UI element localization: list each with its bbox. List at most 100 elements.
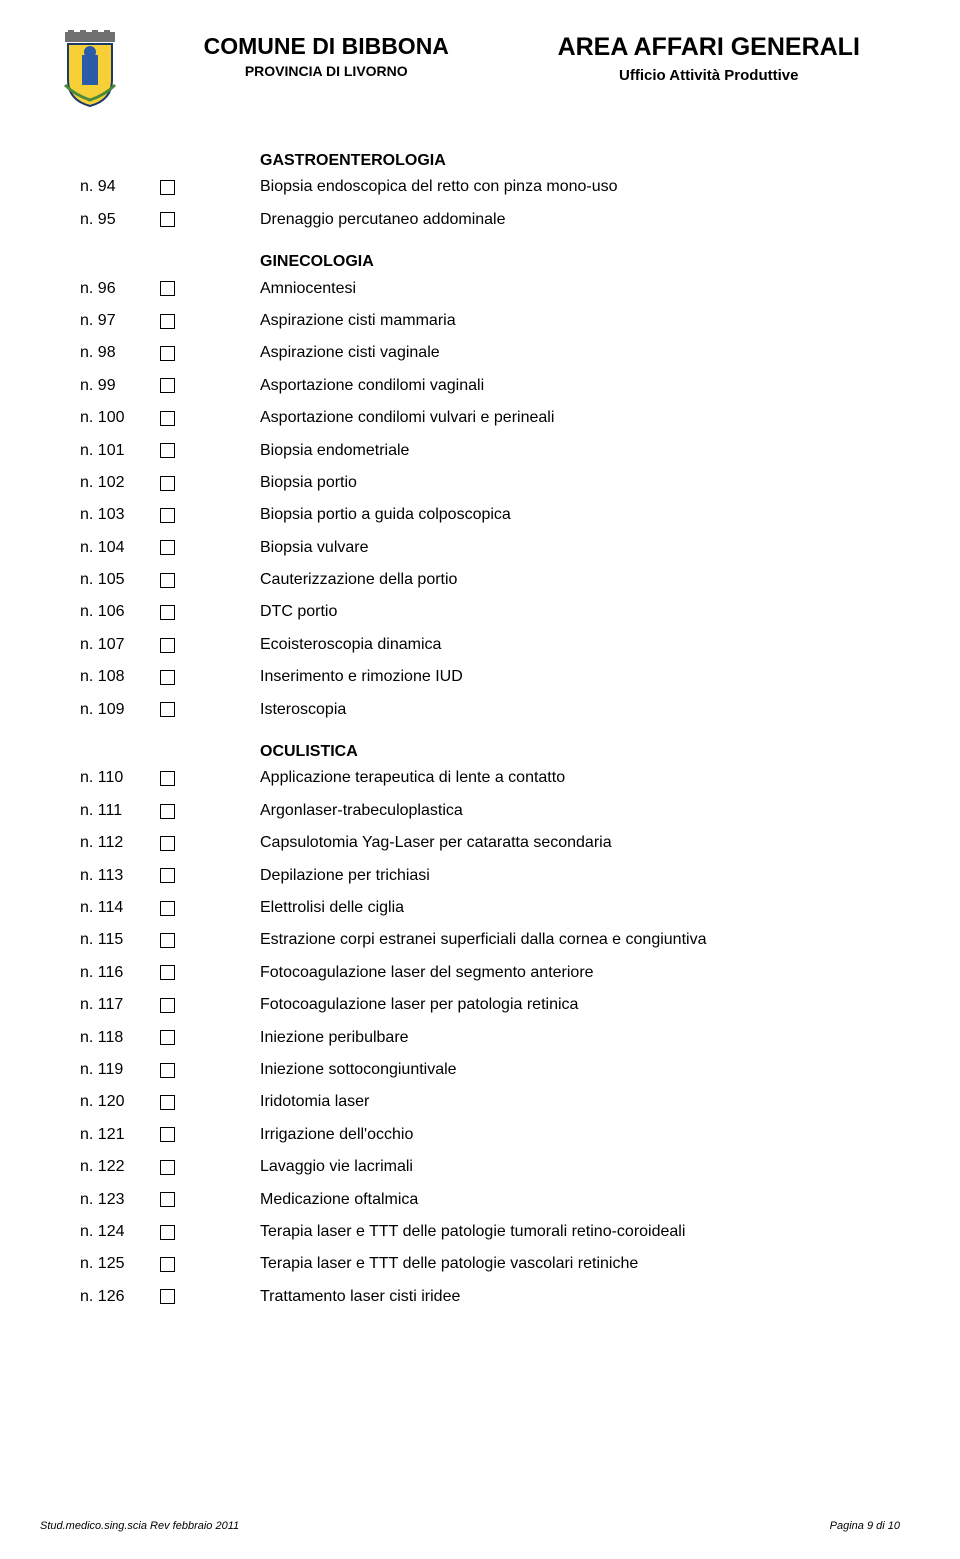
item-number: n. 94 xyxy=(80,176,160,198)
list-item: n. 109Isteroscopia xyxy=(80,699,900,721)
header-right-block: AREA AFFARI GENERALI Ufficio Attività Pr… xyxy=(518,30,901,86)
item-label: Biopsia vulvare xyxy=(260,537,369,559)
list-item: n. 94Biopsia endoscopica del retto con p… xyxy=(80,176,900,198)
item-label: Iniezione peribulbare xyxy=(260,1027,409,1049)
item-label: Applicazione terapeutica di lente a cont… xyxy=(260,767,565,789)
item-label: Trattamento laser cisti iridee xyxy=(260,1286,460,1308)
list-item: n. 102Biopsia portio xyxy=(80,472,900,494)
item-number: n. 118 xyxy=(80,1027,160,1049)
item-label: Depilazione per trichiasi xyxy=(260,865,430,887)
item-label: Terapia laser e TTT delle patologie tumo… xyxy=(260,1221,685,1243)
item-label: Inserimento e rimozione IUD xyxy=(260,666,463,688)
checkbox[interactable] xyxy=(160,901,175,916)
list-item: n. 119 Iniezione sottocongiuntivale xyxy=(80,1059,900,1081)
checkbox[interactable] xyxy=(160,804,175,819)
list-item: n. 117Fotocoagulazione laser per patolog… xyxy=(80,994,900,1016)
checkbox[interactable] xyxy=(160,212,175,227)
checkbox[interactable] xyxy=(160,670,175,685)
comune-title: COMUNE DI BIBBONA xyxy=(135,30,518,62)
checkbox[interactable] xyxy=(160,1257,175,1272)
item-label: Fotocoagulazione laser del segmento ante… xyxy=(260,962,594,984)
list-item: n. 122Lavaggio vie lacrimali xyxy=(80,1156,900,1178)
item-number: n. 110 xyxy=(80,767,160,789)
checkbox[interactable] xyxy=(160,540,175,555)
checkbox[interactable] xyxy=(160,476,175,491)
item-number: n. 123 xyxy=(80,1189,160,1211)
item-number: n. 99 xyxy=(80,375,160,397)
item-number: n. 105 xyxy=(80,569,160,591)
list-item: n. 114Elettrolisi delle ciglia xyxy=(80,897,900,919)
item-number: n. 96 xyxy=(80,278,160,300)
item-number: n. 106 xyxy=(80,601,160,623)
item-label: Fotocoagulazione laser per patologia ret… xyxy=(260,994,578,1016)
list-item: n. 96 Amniocentesi xyxy=(80,278,900,300)
item-number: n. 97 xyxy=(80,310,160,332)
checkbox[interactable] xyxy=(160,346,175,361)
list-item: n. 108Inserimento e rimozione IUD xyxy=(80,666,900,688)
checkbox[interactable] xyxy=(160,1127,175,1142)
checkbox[interactable] xyxy=(160,443,175,458)
checkbox[interactable] xyxy=(160,314,175,329)
item-number: n. 98 xyxy=(80,342,160,364)
item-label: Capsulotomia Yag-Laser per cataratta sec… xyxy=(260,832,612,854)
item-label: Asportazione condilomi vulvari e perinea… xyxy=(260,407,554,429)
item-label: Aspirazione cisti vaginale xyxy=(260,342,440,364)
checkbox[interactable] xyxy=(160,411,175,426)
item-label: Biopsia endometriale xyxy=(260,440,409,462)
item-label: Argonlaser-trabeculoplastica xyxy=(260,800,463,822)
list-item: n. 121Irrigazione dell'occhio xyxy=(80,1124,900,1146)
list-item: n. 100Asportazione condilomi vulvari e p… xyxy=(80,407,900,429)
section-title: GASTROENTEROLOGIA xyxy=(260,150,900,172)
document-page: COMUNE DI BIBBONA PROVINCIA DI LIVORNO A… xyxy=(0,0,960,1559)
checkbox[interactable] xyxy=(160,573,175,588)
item-label: Biopsia portio a guida colposcopica xyxy=(260,504,511,526)
item-number: n. 119 xyxy=(80,1059,160,1081)
footer-revision: Stud.medico.sing.scia Rev febbraio 2011 xyxy=(40,1519,239,1534)
checkbox[interactable] xyxy=(160,281,175,296)
item-number: n. 111 xyxy=(80,800,160,822)
checkbox[interactable] xyxy=(160,378,175,393)
list-item: n. 120Iridotomia laser xyxy=(80,1091,900,1113)
item-label: Isteroscopia xyxy=(260,699,346,721)
item-number: n. 113 xyxy=(80,865,160,887)
item-number: n. 102 xyxy=(80,472,160,494)
list-item: n. 106DTC portio xyxy=(80,601,900,623)
checkbox[interactable] xyxy=(160,868,175,883)
list-item: n. 107Ecoisteroscopia dinamica xyxy=(80,634,900,656)
checkbox[interactable] xyxy=(160,1160,175,1175)
footer-page-number: Pagina 9 di 10 xyxy=(830,1519,900,1534)
checkbox[interactable] xyxy=(160,998,175,1013)
list-item: n. 125Terapia laser e TTT delle patologi… xyxy=(80,1253,900,1275)
item-number: n. 95 xyxy=(80,209,160,231)
item-number: n. 103 xyxy=(80,504,160,526)
item-label: Elettrolisi delle ciglia xyxy=(260,897,404,919)
list-item: n. 113 Depilazione per trichiasi xyxy=(80,865,900,887)
item-label: Iniezione sottocongiuntivale xyxy=(260,1059,457,1081)
checkbox[interactable] xyxy=(160,180,175,195)
list-item: n. 126Trattamento laser cisti iridee xyxy=(80,1286,900,1308)
checkbox[interactable] xyxy=(160,1225,175,1240)
checkbox[interactable] xyxy=(160,1030,175,1045)
checkbox[interactable] xyxy=(160,771,175,786)
checkbox[interactable] xyxy=(160,933,175,948)
list-item: n. 95Drenaggio percutaneo addominale xyxy=(80,209,900,231)
item-number: n. 121 xyxy=(80,1124,160,1146)
item-number: n. 116 xyxy=(80,962,160,984)
item-label: Lavaggio vie lacrimali xyxy=(260,1156,413,1178)
checkbox[interactable] xyxy=(160,836,175,851)
item-label: Amniocentesi xyxy=(260,278,356,300)
item-number: n. 125 xyxy=(80,1253,160,1275)
checkbox[interactable] xyxy=(160,508,175,523)
item-number: n. 112 xyxy=(80,832,160,854)
list-item: n. 123Medicazione oftalmica xyxy=(80,1189,900,1211)
item-label: Ecoisteroscopia dinamica xyxy=(260,634,441,656)
checkbox[interactable] xyxy=(160,1095,175,1110)
checkbox[interactable] xyxy=(160,702,175,717)
checkbox[interactable] xyxy=(160,965,175,980)
checkbox[interactable] xyxy=(160,1063,175,1078)
checkbox[interactable] xyxy=(160,638,175,653)
checkbox[interactable] xyxy=(160,1289,175,1304)
checkbox[interactable] xyxy=(160,1192,175,1207)
list-item: n. 116 Fotocoagulazione laser del segment… xyxy=(80,962,900,984)
checkbox[interactable] xyxy=(160,605,175,620)
